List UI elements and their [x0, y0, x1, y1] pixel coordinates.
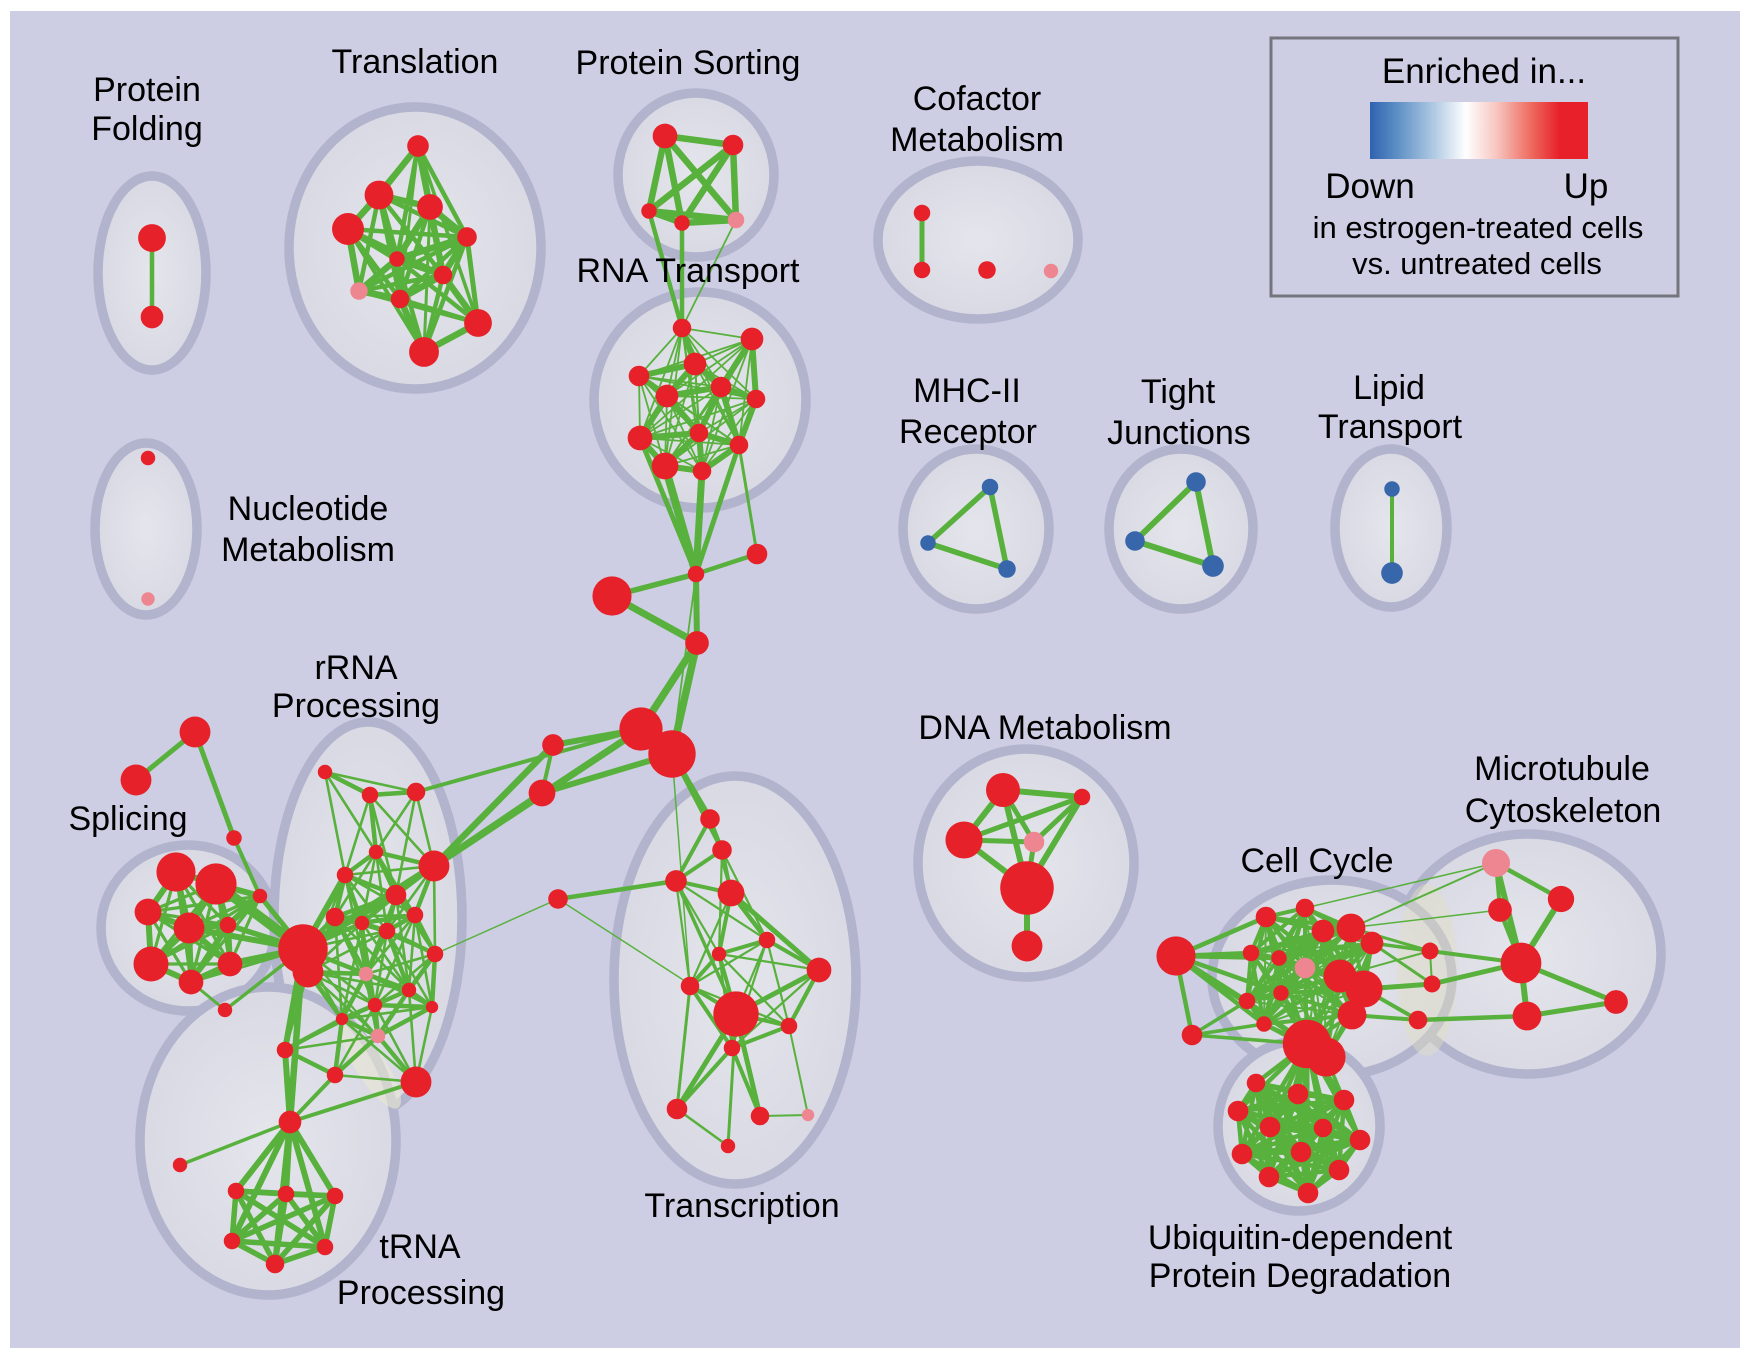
svg-text:Metabolism: Metabolism: [221, 531, 395, 569]
svg-text:DNA Metabolism: DNA Metabolism: [918, 709, 1171, 747]
svg-text:Transcription: Transcription: [644, 1187, 839, 1225]
svg-text:Folding: Folding: [91, 110, 203, 148]
svg-text:Metabolism: Metabolism: [890, 121, 1064, 159]
svg-text:Splicing: Splicing: [68, 800, 187, 838]
svg-text:Protein Degradation: Protein Degradation: [1149, 1257, 1451, 1295]
svg-text:Processing: Processing: [337, 1274, 505, 1312]
svg-text:in estrogen-treated cells: in estrogen-treated cells: [1313, 210, 1644, 245]
svg-text:Cytoskeleton: Cytoskeleton: [1465, 792, 1662, 830]
svg-text:Lipid: Lipid: [1353, 369, 1425, 407]
svg-text:MHC-II: MHC-II: [913, 372, 1021, 410]
svg-text:Translation: Translation: [332, 43, 499, 81]
svg-text:Down: Down: [1325, 167, 1414, 206]
svg-text:tRNA: tRNA: [379, 1228, 461, 1266]
svg-text:Microtubule: Microtubule: [1474, 750, 1650, 788]
svg-text:Protein: Protein: [93, 71, 201, 109]
svg-text:Receptor: Receptor: [899, 413, 1037, 451]
svg-text:Cell Cycle: Cell Cycle: [1240, 842, 1393, 880]
svg-text:Enriched in...: Enriched in...: [1382, 52, 1586, 91]
svg-text:Protein Sorting: Protein Sorting: [576, 44, 801, 82]
svg-text:Up: Up: [1564, 167, 1609, 206]
svg-text:RNA Transport: RNA Transport: [577, 252, 801, 290]
svg-text:Cofactor: Cofactor: [913, 80, 1042, 118]
svg-text:Junctions: Junctions: [1107, 414, 1251, 452]
svg-text:Nucleotide: Nucleotide: [228, 490, 389, 528]
svg-text:rRNA: rRNA: [314, 649, 397, 687]
svg-text:Processing: Processing: [272, 687, 440, 725]
svg-text:Ubiquitin-dependent: Ubiquitin-dependent: [1148, 1219, 1453, 1257]
svg-text:Tight: Tight: [1141, 373, 1216, 411]
svg-text:vs. untreated cells: vs. untreated cells: [1352, 246, 1602, 281]
svg-text:Transport: Transport: [1318, 408, 1463, 446]
